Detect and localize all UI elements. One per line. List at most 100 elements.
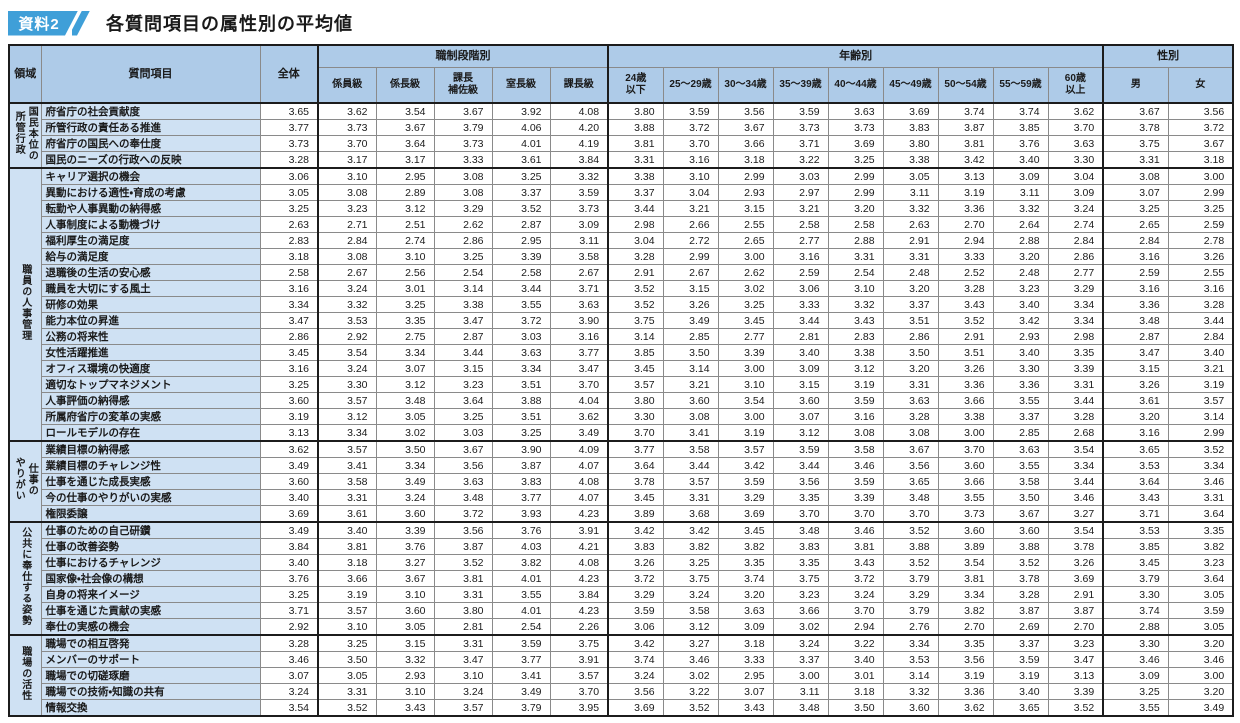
value-cell: 2.94 [937,232,994,249]
value-cell: 3.31 [827,248,884,265]
value-cell: 3.47 [433,651,493,668]
table-row: 奉仕の実感の機会 2.92 3.10 3.05 2.81 2.54 2.26 3.06 3.12… [9,618,1234,636]
value-cell: 3.09 [1047,184,1104,201]
value-cell: 3.35 [375,312,435,329]
value-cell: 3.22 [827,634,884,652]
value-cell: 3.07 [259,667,319,684]
value-cell: 2.58 [827,216,884,233]
value-cell: 2.88 [1102,618,1169,636]
value-cell: 3.14 [1167,408,1234,425]
value-cell: 3.75 [1102,135,1169,152]
value-cell: 3.22 [772,151,829,169]
value-cell: 3.82 [937,602,994,619]
value-cell: 3.53 [1102,521,1169,539]
question-label: 給与の満足度 [40,248,261,265]
value-cell: 3.67 [433,440,493,458]
value-cell: 2.84 [1167,328,1234,345]
value-cell: 3.55 [992,392,1049,409]
value-cell: 3.83 [772,538,829,555]
value-cell: 2.64 [992,216,1049,233]
value-cell: 3.35 [937,634,994,652]
value-cell: 3.13 [1047,667,1104,684]
question-label: 異動における適性・育成の考慮 [40,184,261,201]
header-col-2-1: 女 [1167,66,1234,104]
value-cell: 3.59 [491,634,551,652]
value-cell: 3.44 [491,280,551,297]
value-cell: 3.59 [827,392,884,409]
question-label: 職場での技術・知識の共有 [40,683,261,700]
header-col-1-3: 35〜39歳 [772,66,829,104]
value-cell: 3.23 [317,200,377,217]
value-cell: 3.04 [662,184,719,201]
value-cell: 3.10 [375,586,435,603]
value-cell: 3.70 [607,424,664,442]
value-cell: 2.84 [1047,232,1104,249]
value-cell: 3.57 [317,440,377,458]
value-cell: 3.74 [992,102,1049,120]
value-cell: 3.68 [662,505,719,523]
value-cell: 3.34 [1047,296,1104,313]
value-cell: 3.07 [772,408,829,425]
value-cell: 3.18 [1167,151,1234,169]
value-cell: 3.30 [1047,151,1104,169]
value-cell: 3.29 [882,586,939,603]
value-cell: 3.40 [772,344,829,361]
value-cell: 3.35 [772,489,829,506]
value-cell: 3.02 [772,618,829,636]
table-row: 仕事を通じた貢献の実感 3.71 3.57 3.60 3.80 4.01 4.23 3.59 3… [9,602,1234,619]
table-body: 国民本位の 所管行政 府省庁の社会貢献度 3.65 3.62 3.54 3.67 3.92 4… [8,102,1234,717]
value-cell: 2.26 [549,618,609,636]
value-cell: 3.33 [937,248,994,265]
question-label: 自身の将来イメージ [40,586,261,603]
value-cell: 3.09 [772,360,829,377]
value-cell: 3.31 [1047,376,1104,393]
value-cell: 4.20 [549,119,609,136]
value-cell: 2.99 [1167,184,1234,201]
value-cell: 3.20 [882,280,939,297]
value-cell: 3.29 [433,200,493,217]
header-col-1-5: 45〜49歳 [882,66,939,104]
value-cell: 2.59 [1167,216,1234,233]
value-cell: 3.55 [491,296,551,313]
value-cell: 2.94 [827,618,884,636]
value-cell: 3.06 [772,280,829,297]
header-col-1-8: 60歳 以上 [1047,66,1104,104]
value-cell: 3.08 [882,424,939,442]
value-cell: 3.25 [375,296,435,313]
question-label: 退職後の生活の安心感 [40,264,261,281]
value-cell: 3.39 [717,344,774,361]
question-label: 職場での相互啓発 [40,634,261,652]
value-cell: 3.34 [1167,457,1234,474]
value-cell: 3.16 [259,280,319,297]
header-col-0-3: 室長級 [491,66,551,104]
value-cell: 3.34 [882,634,939,652]
value-cell: 3.29 [1047,280,1104,297]
value-cell: 3.16 [662,151,719,169]
value-cell: 3.25 [259,376,319,393]
value-cell: 3.31 [662,489,719,506]
value-cell: 4.03 [491,538,551,555]
value-cell: 3.32 [317,296,377,313]
value-cell: 3.48 [772,521,829,539]
value-cell: 3.65 [882,473,939,490]
value-cell: 3.05 [882,167,939,185]
table-row: 研修の効果 3.34 3.32 3.25 3.38 3.55 3.63 3.52 3.26 3.2… [9,296,1234,313]
value-cell: 3.59 [827,473,884,490]
value-cell: 3.46 [259,651,319,668]
value-cell: 3.58 [317,473,377,490]
value-cell: 3.18 [317,554,377,571]
question-label: 適切なトップマネジメント [40,376,261,393]
value-cell: 3.16 [1102,280,1169,297]
value-cell: 3.23 [1167,554,1234,571]
value-cell: 3.67 [717,119,774,136]
value-cell: 3.73 [317,119,377,136]
value-cell: 3.62 [317,102,377,120]
value-cell: 3.67 [1102,102,1169,120]
value-cell: 3.00 [717,360,774,377]
value-cell: 3.15 [375,634,435,652]
value-cell: 3.57 [607,376,664,393]
value-cell: 3.39 [491,248,551,265]
value-cell: 3.70 [937,440,994,458]
value-cell: 3.37 [992,634,1049,652]
value-cell: 3.12 [317,408,377,425]
